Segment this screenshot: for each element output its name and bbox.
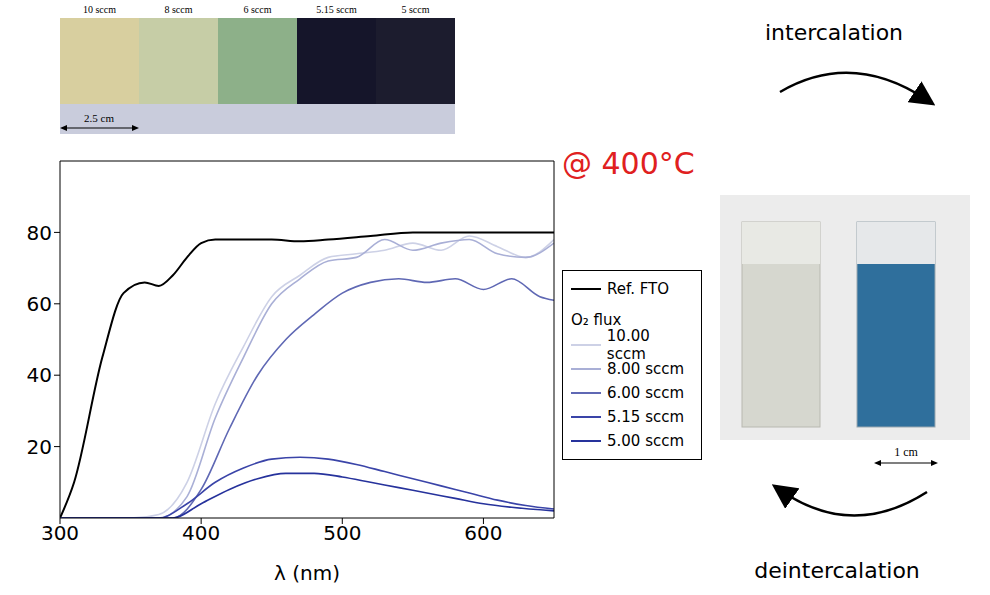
svg-text:8 sccm: 8 sccm <box>164 4 192 15</box>
html-text:8.00 sccm: 8.00 sccm <box>607 360 685 378</box>
svg-text:λ (nm): λ (nm) <box>274 561 340 585</box>
svg-text:40: 40 <box>27 363 52 387</box>
svg-text:400: 400 <box>182 521 220 545</box>
svg-text:80: 80 <box>27 221 52 245</box>
html-text:@ 400°C: @ 400°C <box>562 146 695 181</box>
html-text:6.00 sccm: 6.00 sccm <box>607 384 685 402</box>
svg-text:1 cm: 1 cm <box>894 445 918 459</box>
svg-text:6 sccm: 6 sccm <box>243 4 271 15</box>
html-text:5.00 sccm: 5.00 sccm <box>607 432 685 450</box>
svg-text:2.5 cm: 2.5 cm <box>84 112 114 124</box>
html-text:5.15 sccm: 5.15 sccm <box>607 408 685 426</box>
svg-text:500: 500 <box>323 521 361 545</box>
svg-text:300: 300 <box>41 521 79 545</box>
html-text:10.00 sccm: 10.00 sccm <box>606 327 650 363</box>
svg-text:600: 600 <box>464 521 502 545</box>
svg-text:5.15 sccm: 5.15 sccm <box>316 4 357 15</box>
svg-text:deintercalation: deintercalation <box>754 558 920 583</box>
html-text:Ref. FTO: Ref. FTO <box>607 280 669 298</box>
svg-text:intercalation: intercalation <box>765 20 903 45</box>
svg-text:5 sccm: 5 sccm <box>401 4 429 15</box>
svg-text:10 sccm: 10 sccm <box>83 4 116 15</box>
svg-text:60: 60 <box>27 292 52 316</box>
html-text:O₂ flux: O₂ flux <box>571 311 622 329</box>
svg-text:20: 20 <box>27 435 52 459</box>
